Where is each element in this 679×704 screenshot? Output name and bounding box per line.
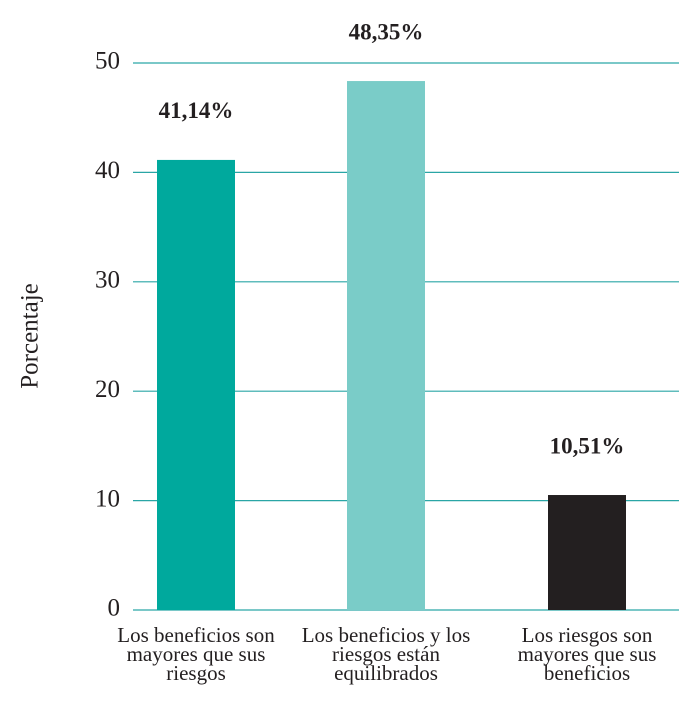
y-tick-label: 20 bbox=[95, 376, 120, 403]
bar bbox=[347, 81, 425, 610]
bar bbox=[157, 159, 235, 610]
y-tick-label: 30 bbox=[95, 267, 120, 294]
y-tick-label: 0 bbox=[108, 595, 121, 622]
x-tick-label: Los beneficios son mayores que sus riesg… bbox=[117, 623, 275, 685]
x-tick-label: Los riesgos son mayores que sus benefici… bbox=[517, 623, 657, 685]
value-label: 48,35% bbox=[349, 19, 424, 44]
y-tick-label: 10 bbox=[95, 485, 120, 512]
value-label: 10,51% bbox=[550, 433, 625, 458]
y-tick-label: 40 bbox=[95, 157, 120, 184]
y-tick-label: 50 bbox=[95, 48, 120, 75]
y-axis-label: Porcentaje bbox=[17, 283, 44, 389]
value-label: 41,14% bbox=[159, 98, 234, 123]
x-tick-label: Los beneficios y los riesgos están equil… bbox=[301, 623, 471, 685]
bar bbox=[548, 495, 626, 610]
